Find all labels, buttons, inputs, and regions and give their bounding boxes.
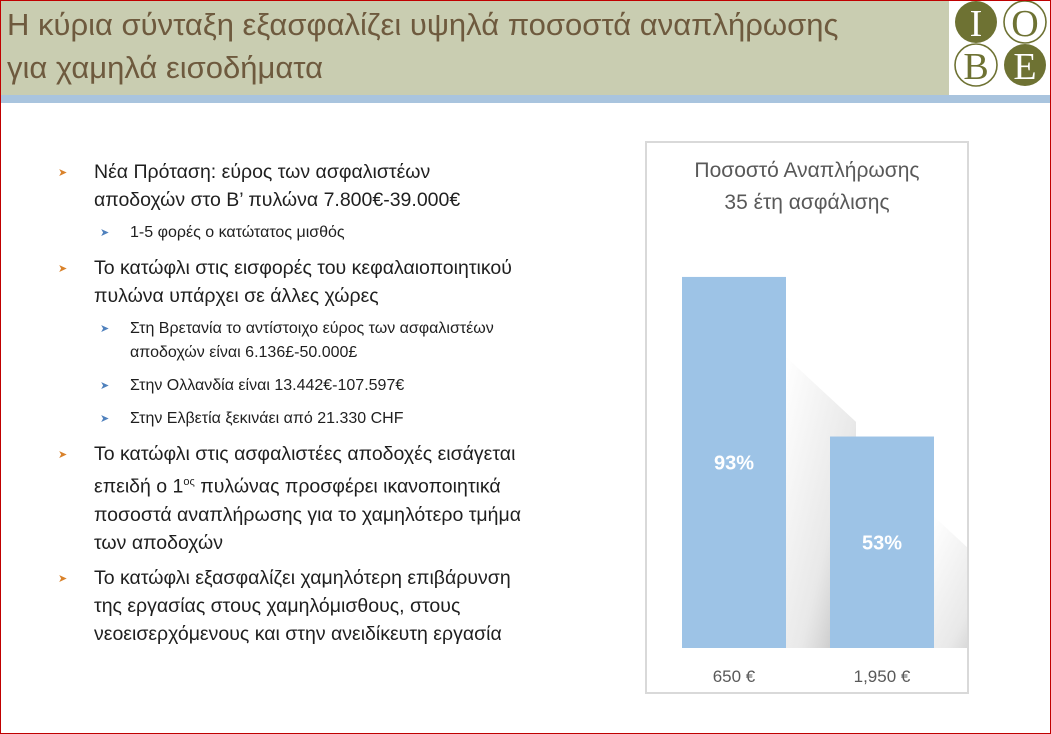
bullet-item: ➤ Το κατώφλι εξασφαλίζει χαμηλότερη επιβ…	[58, 564, 618, 648]
bullet-line: των αποδοχών	[94, 531, 223, 554]
bar-1	[682, 276, 786, 648]
bullet-line: Στην Ελβετία ξεκινάει από 21.330 CHF	[130, 410, 404, 427]
logo-letter-2: Ο	[1011, 3, 1038, 45]
blue-arrow-icon: ➤	[100, 227, 110, 239]
logo-circle-tl	[955, 1, 997, 43]
bullet-line: Στην Ολλανδία είναι 13.442€-107.597€	[130, 377, 405, 394]
sub-bullet-item: ➤ Στην Ολλανδία είναι 13.442€-107.597€	[58, 374, 618, 398]
blue-arrow-icon: ➤	[100, 323, 110, 335]
category-tick-label: 650 €	[713, 667, 756, 686]
bullet-line: αποδοχών είναι 6.136£-50.000£	[130, 344, 358, 361]
blue-arrow-icon: ➤	[100, 380, 110, 392]
bar-shadow	[934, 516, 967, 648]
bar-2	[830, 436, 934, 648]
sub-bullet-item: ➤ 1-5 φορές ο κατώτατος μισθός	[58, 221, 618, 245]
logo-letter-4: Ε	[1013, 46, 1036, 88]
bullet-item: ➤ Νέα Πρόταση: εύρος των ασφαλιστέων απο…	[58, 158, 618, 214]
sub-bullet-item: ➤ Στην Ελβετία ξεκινάει από 21.330 CHF	[58, 407, 618, 431]
logo-circle-br	[1004, 44, 1046, 86]
category-axis: 650 € 1,950 €	[713, 667, 911, 686]
logo-letter-1: Ι	[970, 3, 983, 45]
chart-title: Ποσοστό Αναπλήρωσης	[694, 159, 919, 182]
category-tick-label: 1,950 €	[854, 667, 911, 686]
bullet-line: της εργασίας στους χαμηλόμισθους, στους	[94, 594, 461, 617]
data-label: 53%	[862, 532, 902, 554]
bullet-line: πυλώνα υπάρχει σε άλλες χώρες	[94, 285, 379, 307]
logo-circle-tr	[1003, 1, 1047, 44]
bullet-text-part: επειδή ο 1	[94, 475, 184, 498]
bullet-line: 1-5 φορές ο κατώτατος μισθός	[130, 224, 345, 241]
data-label-layer: 93% 53%	[714, 452, 902, 554]
bullet-line: Το κατώφλι εξασφαλίζει χαμηλότερη επιβάρ…	[94, 566, 511, 589]
bullet-line: Το κατώφλι στις εισφορές του κεφαλαιοποι…	[94, 257, 512, 279]
bullet-list: ➤ Νέα Πρόταση: εύρος των ασφαλιστέων απο…	[58, 158, 618, 655]
title-bar: Η κύρια σύνταξη εξασφαλίζει υψηλά ποσοστ…	[1, 1, 949, 95]
orange-arrow-icon: ➤	[58, 263, 68, 275]
bullet-text-part: πυλώνας προσφέρει ικανοποιητικά	[194, 475, 501, 498]
sub-bullet-item: ➤ Στη Βρετανία το αντίστοιχο εύρος των α…	[58, 317, 618, 365]
slide-title-line-1: Η κύρια σύνταξη εξασφαλίζει υψηλά ποσοστ…	[7, 7, 839, 42]
iobe-logo: Ι Ο Β Ε	[949, 1, 1050, 95]
slide-title: Η κύρια σύνταξη εξασφαλίζει υψηλά ποσοστ…	[7, 3, 937, 89]
bullet-line: Το κατώφλι στις ασφαλιστέες αποδοχές εισ…	[94, 443, 516, 465]
bullet-line: νεοεισερχόμενους και στην ανειδίκευτη ερ…	[94, 622, 502, 645]
accent-bar	[1, 95, 1050, 103]
bar-layer	[682, 276, 934, 648]
orange-arrow-icon: ➤	[58, 572, 68, 585]
bullet-item: ➤ Το κατώφλι στις εισφορές του κεφαλαιοπ…	[58, 254, 618, 310]
data-label: 93%	[714, 452, 754, 474]
logo-circle-bl	[954, 43, 998, 87]
orange-arrow-icon: ➤	[58, 167, 68, 179]
bullet-line: επειδή ο 1ος πυλώνας προσφέρει ικανοποιη…	[94, 468, 618, 501]
chart-subtitle: 35 έτη ασφάλισης	[724, 191, 889, 214]
orange-arrow-icon: ➤	[58, 449, 68, 461]
bullet-line: ποσοστά αναπλήρωσης για το χαμηλότερο τμ…	[94, 503, 522, 526]
bullet-line: Στη Βρετανία το αντίστοιχο εύρος των ασφ…	[130, 320, 494, 337]
bullet-line: Νέα Πρόταση: εύρος των ασφαλιστέων	[94, 161, 431, 183]
blue-arrow-icon: ➤	[100, 413, 110, 425]
chart-canvas: Ποσοστό Αναπλήρωσης 35 έτη ασφάλισης 93%…	[682, 159, 967, 686]
ordinal-superscript: ος	[183, 476, 195, 488]
bullet-item: ➤ Το κατώφλι στις ασφαλιστέες αποδοχές ε…	[58, 440, 618, 557]
bullet-line: αποδοχών στο Β’ πυλώνα 7.800€-39.000€	[94, 189, 461, 211]
logo-letter-3: Β	[963, 46, 988, 88]
replacement-rate-chart: Ποσοστό Αναπλήρωσης 35 έτη ασφάλισης 93%…	[645, 141, 969, 694]
slide-title-line-2: για χαμηλά εισοδήματα	[7, 50, 324, 85]
